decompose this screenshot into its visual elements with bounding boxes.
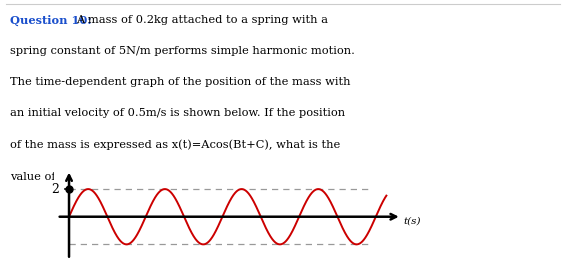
Text: Question 10:: Question 10: <box>10 15 91 26</box>
Text: an initial velocity of 0.5m/s is shown below. If the position: an initial velocity of 0.5m/s is shown b… <box>10 108 345 118</box>
Text: of the mass is expressed as x(t)=Acos(Bt+C), what is the: of the mass is expressed as x(t)=Acos(Bt… <box>10 140 340 150</box>
Text: A mass of 0.2kg attached to a spring with a: A mass of 0.2kg attached to a spring wit… <box>76 15 328 25</box>
Text: spring constant of 5N/m performs simple harmonic motion.: spring constant of 5N/m performs simple … <box>10 46 354 56</box>
Text: 2: 2 <box>51 183 59 196</box>
Text: The time-dependent graph of the position of the mass with: The time-dependent graph of the position… <box>10 77 350 87</box>
Text: t(s): t(s) <box>404 217 421 226</box>
Text: x(t) (cm): x(t) (cm) <box>76 202 121 211</box>
Text: value of the constants A, B, and C that define this motion?: value of the constants A, B, and C that … <box>10 171 348 181</box>
